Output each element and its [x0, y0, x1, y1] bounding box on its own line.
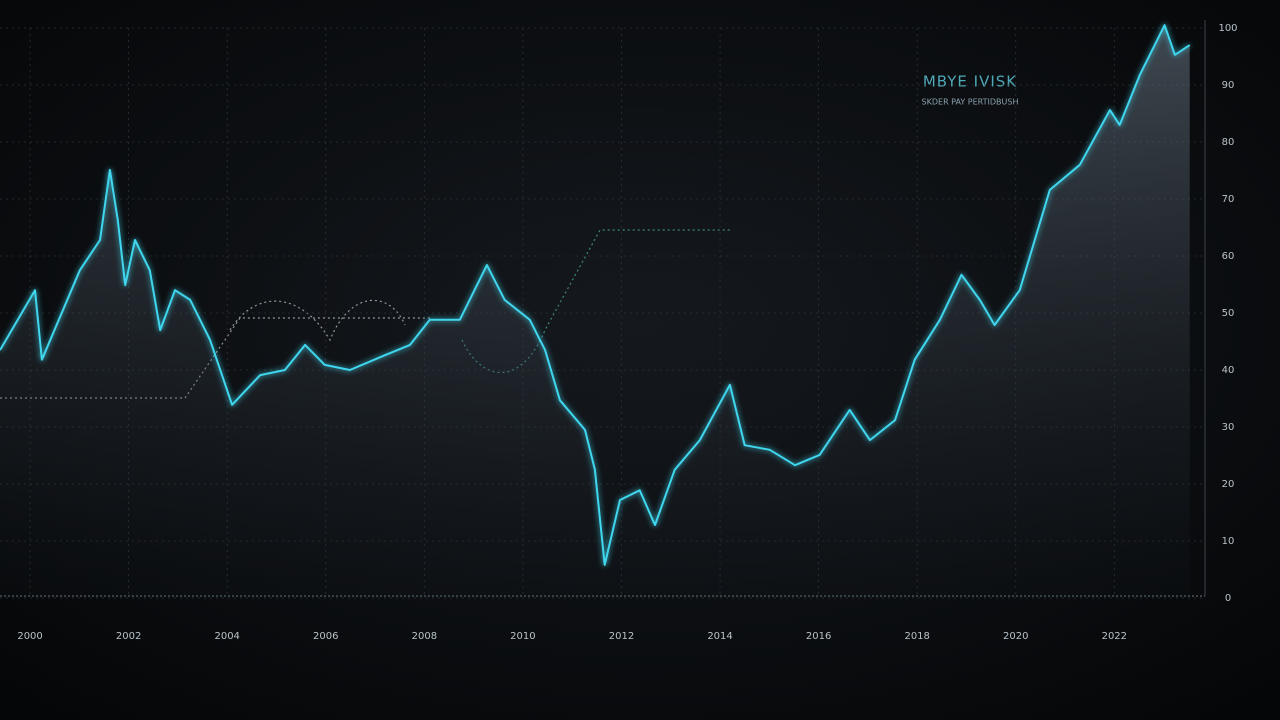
x-tick-label: 2014 [707, 631, 732, 642]
x-tick-label: 2016 [806, 631, 831, 642]
y-tick-label: 30 [1222, 422, 1235, 433]
x-tick-label: 2018 [904, 631, 929, 642]
y-tick-label: 80 [1222, 137, 1235, 148]
y-tick-label: 70 [1222, 194, 1235, 205]
x-tick-label: 2006 [313, 631, 338, 642]
x-tick-label: 2010 [510, 631, 535, 642]
y-tick-label: 20 [1222, 479, 1235, 490]
line [0, 24, 1191, 566]
x-tick-label: 2004 [214, 631, 239, 642]
x-tick-label: 2020 [1003, 631, 1028, 642]
area [0, 25, 1190, 598]
y-tick-label: 50 [1222, 308, 1235, 319]
chart-subtitle: SKDER PAY PERTIDBUSH [922, 98, 1019, 107]
x-tick-label: 2000 [17, 631, 42, 642]
y-tick-label: 90 [1222, 80, 1235, 91]
y-tick-label: 0 [1225, 593, 1231, 604]
y-tick-label: 40 [1222, 365, 1235, 376]
x-tick-label: 2022 [1102, 631, 1127, 642]
y-tick-label: 10 [1222, 536, 1235, 547]
y-tick-label: 60 [1222, 251, 1235, 262]
chart-title: MBYE IVISK [923, 73, 1017, 91]
x-tick-label: 2012 [609, 631, 634, 642]
x-tick-label: 2002 [116, 631, 141, 642]
x-tick-label: 2008 [412, 631, 437, 642]
y-tick-label: 100 [1218, 23, 1237, 34]
dashed-curve [229, 299, 406, 342]
